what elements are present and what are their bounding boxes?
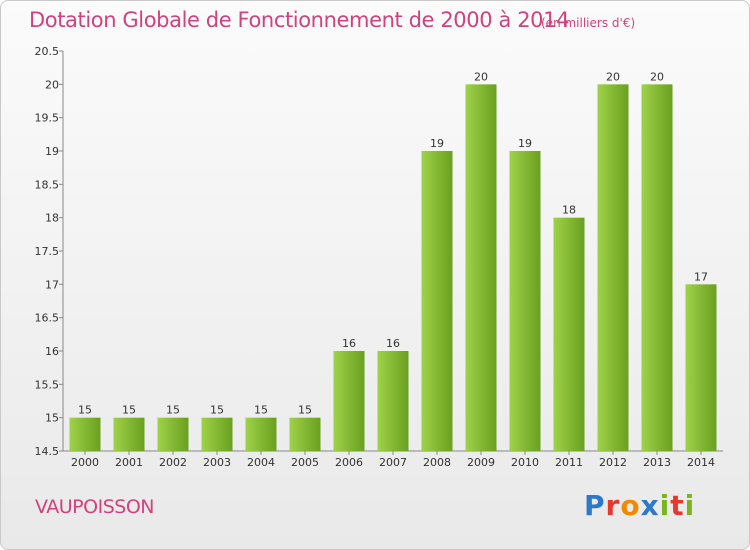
- bar: [201, 417, 233, 451]
- x-tick-label: 2003: [203, 456, 231, 469]
- bar: [377, 351, 409, 451]
- x-tick-label: 2009: [467, 456, 495, 469]
- logo-letter: i: [659, 489, 671, 522]
- y-tick-label: 20: [45, 78, 59, 91]
- y-tick-label: 18: [45, 212, 59, 225]
- x-tick-label: 2004: [247, 456, 275, 469]
- data-label: 15: [254, 404, 268, 417]
- y-tick-label: 20.5: [35, 45, 60, 58]
- y-tick-label: 17.5: [35, 245, 60, 258]
- y-tick-label: 18.5: [35, 178, 60, 191]
- y-tick-label: 17: [45, 278, 59, 291]
- bar: [597, 84, 629, 451]
- y-tick-label: 16.5: [35, 312, 60, 325]
- bar: [421, 151, 453, 451]
- y-tick-label: 16: [45, 345, 59, 358]
- bar: [465, 84, 497, 451]
- chart-axes: 14.5 15 15.5 16 16.5 17 17.5 18 18.5 19 19.5 20 20.5…: [35, 45, 723, 469]
- bar: [113, 417, 145, 451]
- x-tick-label: 2000: [71, 456, 99, 469]
- y-tick-label: 19: [45, 145, 59, 158]
- bar: [289, 417, 321, 451]
- data-label: 16: [342, 337, 356, 350]
- data-label: 15: [78, 404, 92, 417]
- x-tick-label: 2011: [555, 456, 583, 469]
- bar: [641, 84, 673, 451]
- bar: [553, 217, 585, 451]
- x-tick-label: 2001: [115, 456, 143, 469]
- proxiti-logo: Proxiti: [584, 489, 695, 522]
- data-label: 20: [606, 70, 620, 83]
- y-tick-label: 15.5: [35, 378, 60, 391]
- x-tick-label: 2007: [379, 456, 407, 469]
- chart-title: Dotation Globale de Fonctionnement de 20…: [29, 8, 570, 32]
- y-tick-label: 15: [45, 412, 59, 425]
- bar: [69, 417, 101, 451]
- x-tick-label: 2006: [335, 456, 363, 469]
- x-tick-label: 2008: [423, 456, 451, 469]
- commune-name: VAUPOISSON: [35, 496, 155, 518]
- bar: [157, 417, 189, 451]
- data-label: 18: [562, 204, 576, 217]
- logo-letter: r: [605, 489, 621, 522]
- data-label: 19: [518, 137, 532, 150]
- bar: [245, 417, 277, 451]
- data-label: 20: [474, 70, 488, 83]
- logo-letter: i: [684, 489, 696, 522]
- data-label: 15: [122, 404, 136, 417]
- bar: [333, 351, 365, 451]
- data-label: 16: [386, 337, 400, 350]
- logo-letter: t: [670, 489, 685, 522]
- data-label: 15: [210, 404, 224, 417]
- data-label: 15: [298, 404, 312, 417]
- logo-letter: o: [620, 489, 641, 522]
- x-tick-label: 2013: [643, 456, 671, 469]
- data-label: 19: [430, 137, 444, 150]
- bar: [509, 151, 541, 451]
- data-label: 15: [166, 404, 180, 417]
- logo-letter: P: [584, 489, 606, 522]
- x-tick-label: 2005: [291, 456, 319, 469]
- data-label: 17: [694, 270, 708, 283]
- logo-letter: x: [640, 489, 660, 522]
- x-tick-label: 2010: [511, 456, 539, 469]
- chart-subtitle: (en milliers d'€): [541, 16, 636, 30]
- x-tick-label: 2012: [599, 456, 627, 469]
- data-label: 20: [650, 70, 664, 83]
- y-tick-label: 14.5: [35, 445, 60, 458]
- x-tick-label: 2014: [687, 456, 715, 469]
- chart-bars: 15 15 15 15 15 15 16 16 19 20 19 18 20 20 17: [69, 70, 717, 451]
- y-tick-label: 19.5: [35, 112, 60, 125]
- bar: [685, 284, 717, 451]
- x-tick-label: 2002: [159, 456, 187, 469]
